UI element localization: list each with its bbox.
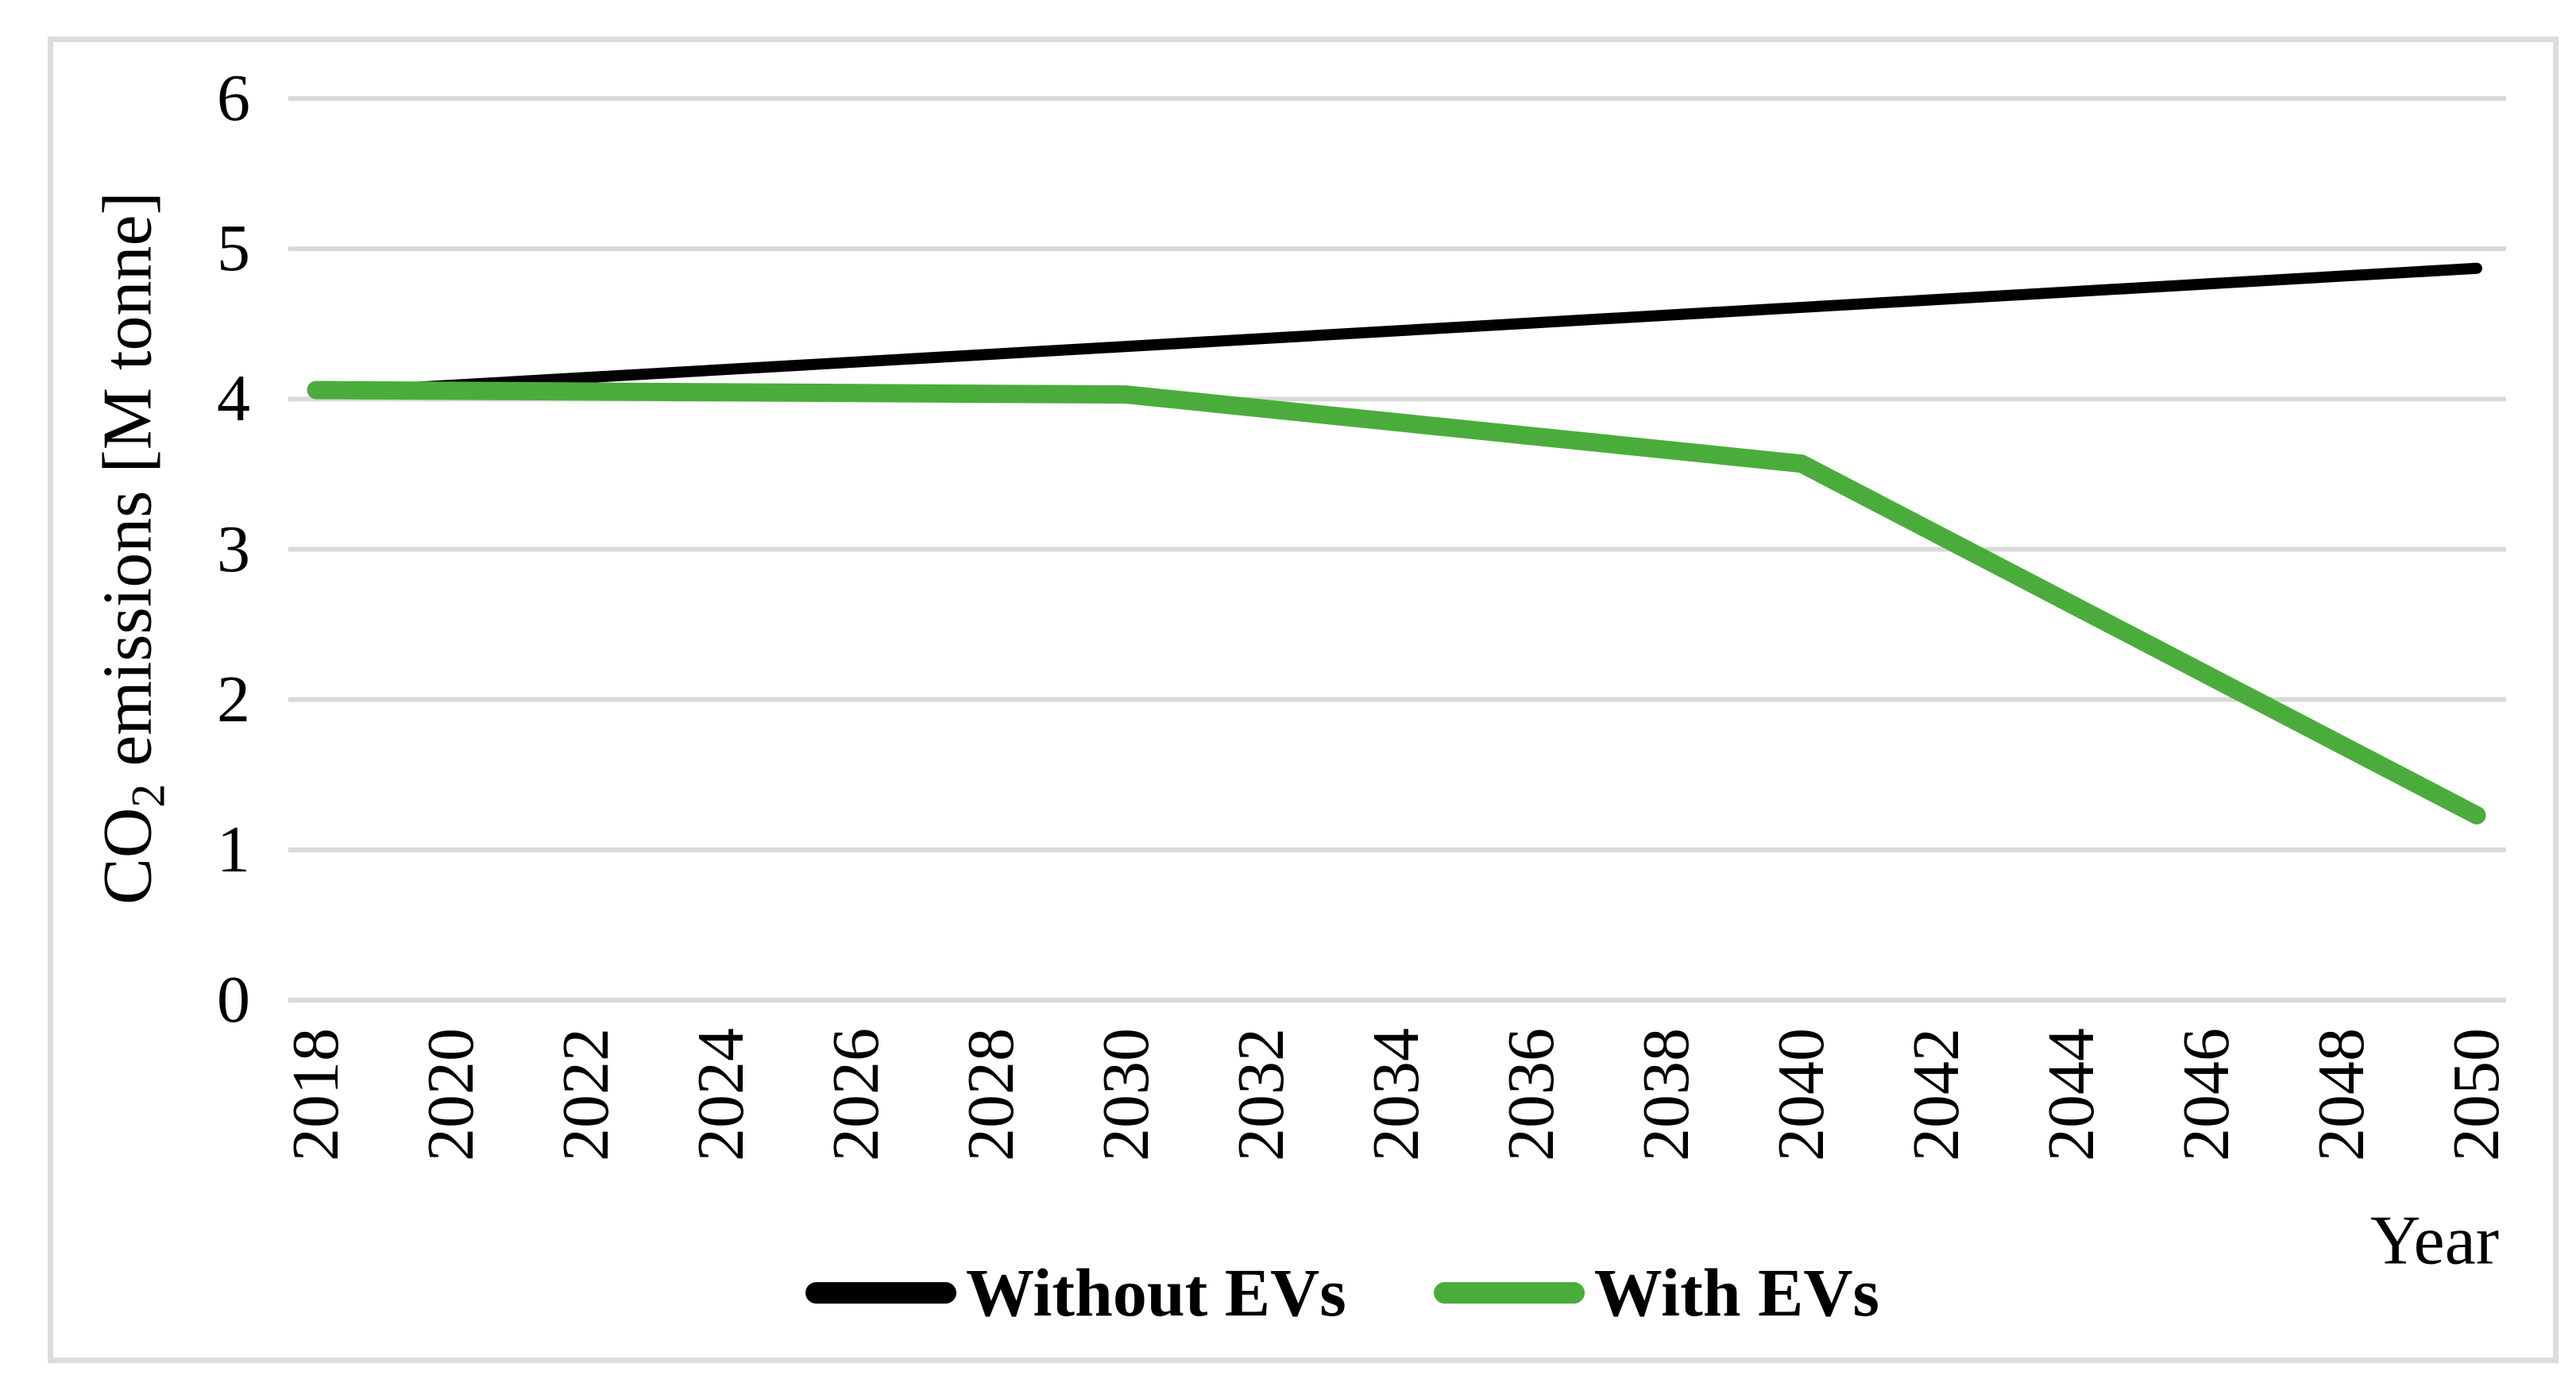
y-tick-label-0: 0 [217,963,250,1037]
x-tick-label-2028: 2028 [954,1028,1028,1161]
y-tick-label-4: 4 [217,361,250,436]
y-axis-title-prefix: CO [89,807,167,905]
legend-line-swatch-without-evs [805,1281,957,1304]
y-tick-label-1: 1 [217,812,250,887]
y-axis-title: CO2 emissions [M tonne] [88,191,176,905]
legend: Without EVs With EVs [805,1258,1879,1327]
x-tick-label-2050: 2050 [2439,1028,2513,1161]
x-tick-label-2046: 2046 [2169,1028,2243,1161]
x-tick-label-2040: 2040 [1764,1028,1838,1161]
x-tick-label-2026: 2026 [819,1028,893,1161]
y-tick-label-5: 5 [217,211,250,286]
x-tick-label-2044: 2044 [2034,1028,2108,1161]
y-tick-label-3: 3 [217,512,250,586]
legend-label-without-evs: Without EVs [966,1254,1346,1331]
x-tick-label-2038: 2038 [1629,1028,1703,1161]
legend-item-with-evs: With EVs [1433,1254,1879,1331]
y-tick-label-6: 6 [217,61,250,135]
series-line-with-evs [307,381,2486,825]
legend-item-without-evs: Without EVs [805,1258,1346,1327]
y-axis-title-subscript: 2 [122,783,175,808]
x-tick-label-2042: 2042 [1899,1028,1973,1161]
x-tick-label-2036: 2036 [1494,1028,1568,1161]
gridlines [288,96,2506,1003]
x-tick-label-2018: 2018 [279,1028,353,1161]
x-tick-label-2030: 2030 [1089,1028,1163,1161]
x-axis-title: Year [2369,1202,2500,1280]
x-tick-label-2024: 2024 [684,1028,758,1161]
x-tick-label-2034: 2034 [1359,1028,1433,1161]
y-tick-label-2: 2 [217,662,250,736]
legend-line-swatch-with-evs [1433,1281,1585,1304]
x-tick-label-2020: 2020 [414,1028,488,1161]
x-tick-label-2022: 2022 [549,1028,623,1161]
x-tick-label-2032: 2032 [1224,1028,1298,1161]
x-tick-label-2048: 2048 [2304,1028,2378,1161]
y-axis-title-suffix: emissions [M tonne] [89,191,167,784]
legend-label-with-evs: With EVs [1593,1254,1879,1331]
series-line-without-evs [311,262,2482,399]
